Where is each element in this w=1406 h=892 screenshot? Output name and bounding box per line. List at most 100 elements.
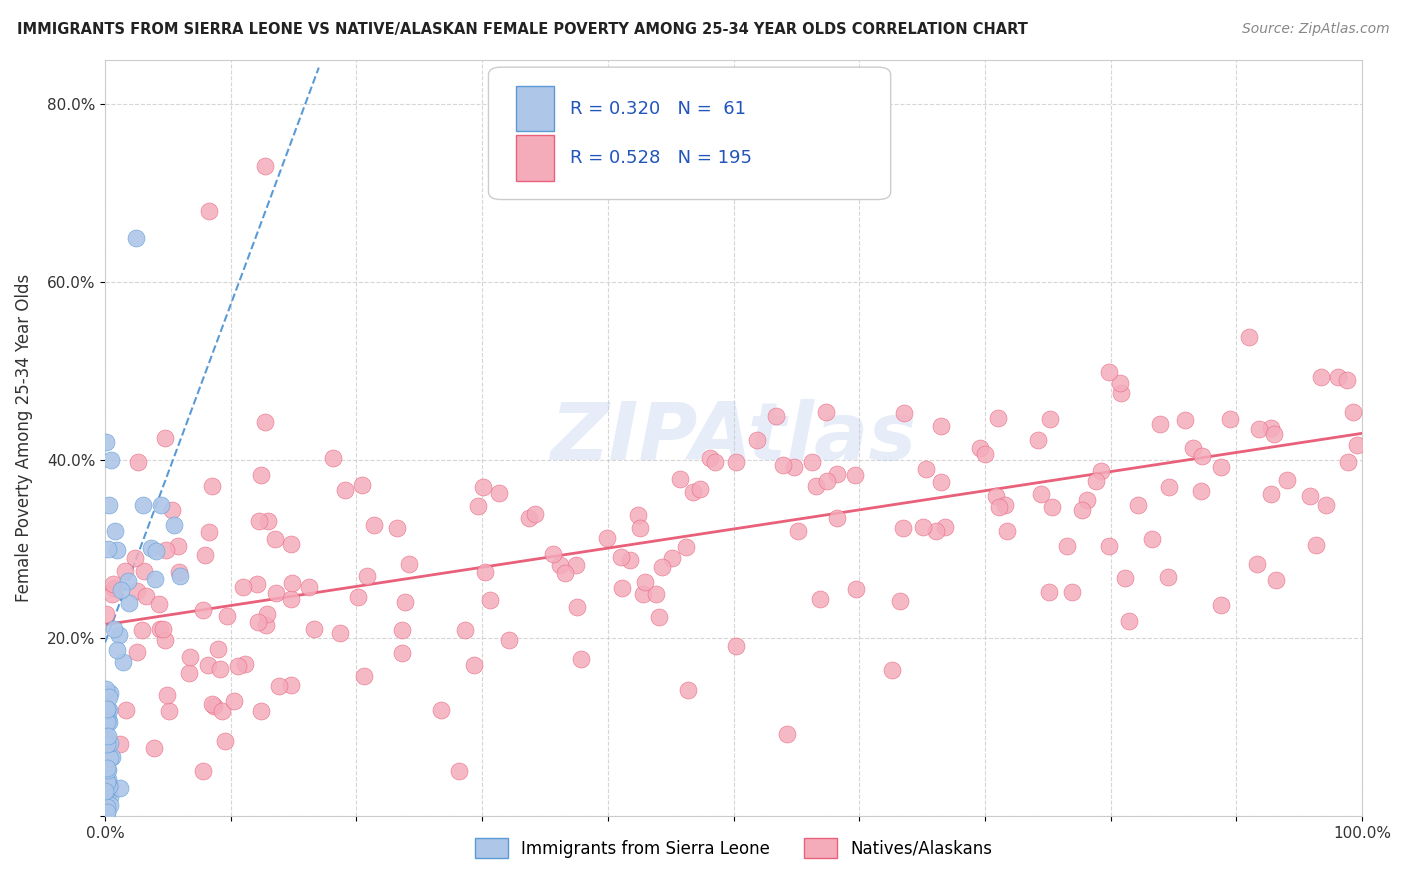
Point — [973, 447, 995, 461]
Point — [745, 433, 768, 447]
Point — [335, 483, 357, 497]
Point — [993, 498, 1015, 512]
Point — [135, 589, 157, 603]
Point — [166, 539, 188, 553]
Point — [1191, 449, 1213, 463]
Point — [114, 702, 136, 716]
Point — [703, 455, 725, 469]
Point — [699, 450, 721, 465]
Point — [108, 781, 131, 796]
Point — [891, 521, 914, 535]
Point — [169, 569, 191, 583]
Point — [264, 585, 287, 599]
Point — [302, 623, 325, 637]
Point — [155, 543, 177, 558]
Point — [725, 640, 748, 654]
Point — [97, 772, 120, 786]
Point — [105, 542, 128, 557]
Point — [211, 704, 233, 718]
Point — [882, 663, 904, 677]
Point — [517, 511, 540, 525]
Point — [96, 805, 118, 820]
Point — [1126, 498, 1149, 512]
Point — [139, 541, 162, 555]
Point — [191, 603, 214, 617]
Point — [1157, 480, 1180, 494]
Point — [257, 514, 280, 528]
Point — [160, 503, 183, 517]
Point — [253, 416, 276, 430]
Point — [94, 732, 117, 747]
Point — [250, 467, 273, 482]
Point — [97, 712, 120, 726]
Point — [100, 453, 122, 467]
Point — [94, 794, 117, 808]
Legend: Immigrants from Sierra Leone, Natives/Alaskans: Immigrants from Sierra Leone, Natives/Al… — [468, 832, 1000, 864]
Point — [1098, 365, 1121, 379]
Point — [1071, 502, 1094, 516]
Point — [96, 805, 118, 819]
Point — [132, 498, 155, 512]
Point — [634, 575, 657, 590]
Point — [98, 751, 121, 765]
Point — [845, 582, 868, 596]
Point — [96, 682, 118, 697]
FancyBboxPatch shape — [516, 136, 554, 180]
Point — [322, 451, 344, 466]
Point — [201, 479, 224, 493]
Point — [363, 518, 385, 533]
Point — [669, 472, 692, 486]
FancyBboxPatch shape — [516, 86, 554, 131]
Point — [1209, 598, 1232, 612]
Point — [256, 607, 278, 622]
Point — [233, 657, 256, 672]
Point — [1265, 573, 1288, 587]
Point — [523, 508, 546, 522]
Point — [96, 775, 118, 789]
Point — [1076, 492, 1098, 507]
Point — [1039, 412, 1062, 426]
Point — [253, 160, 276, 174]
Point — [125, 645, 148, 659]
Point — [454, 623, 477, 637]
Point — [1209, 459, 1232, 474]
Point — [1249, 422, 1271, 436]
Point — [127, 455, 149, 469]
Point — [1026, 434, 1049, 448]
Point — [800, 455, 823, 469]
Point — [97, 690, 120, 704]
Point — [96, 715, 118, 730]
Point — [619, 553, 641, 567]
Point — [96, 703, 118, 717]
Point — [226, 658, 249, 673]
Point — [911, 520, 934, 534]
Point — [94, 796, 117, 810]
Point — [94, 770, 117, 784]
Point — [353, 669, 375, 683]
Point — [1109, 376, 1132, 390]
Point — [987, 411, 1010, 425]
Point — [267, 679, 290, 693]
Point — [391, 624, 413, 638]
Point — [387, 521, 409, 535]
Point — [214, 734, 236, 748]
Point — [198, 525, 221, 540]
Point — [108, 628, 131, 642]
Point — [247, 615, 270, 629]
Point — [347, 590, 370, 604]
Point — [143, 573, 166, 587]
Point — [815, 405, 838, 419]
Point — [844, 468, 866, 483]
Point — [177, 666, 200, 681]
Point — [200, 698, 222, 712]
Point — [329, 626, 352, 640]
Point — [97, 763, 120, 777]
Point — [98, 779, 121, 793]
Point — [827, 467, 849, 481]
Point — [97, 786, 120, 800]
Point — [134, 564, 156, 578]
Point — [169, 565, 191, 579]
Point — [94, 783, 117, 797]
Point — [149, 622, 172, 636]
Point — [675, 540, 697, 554]
